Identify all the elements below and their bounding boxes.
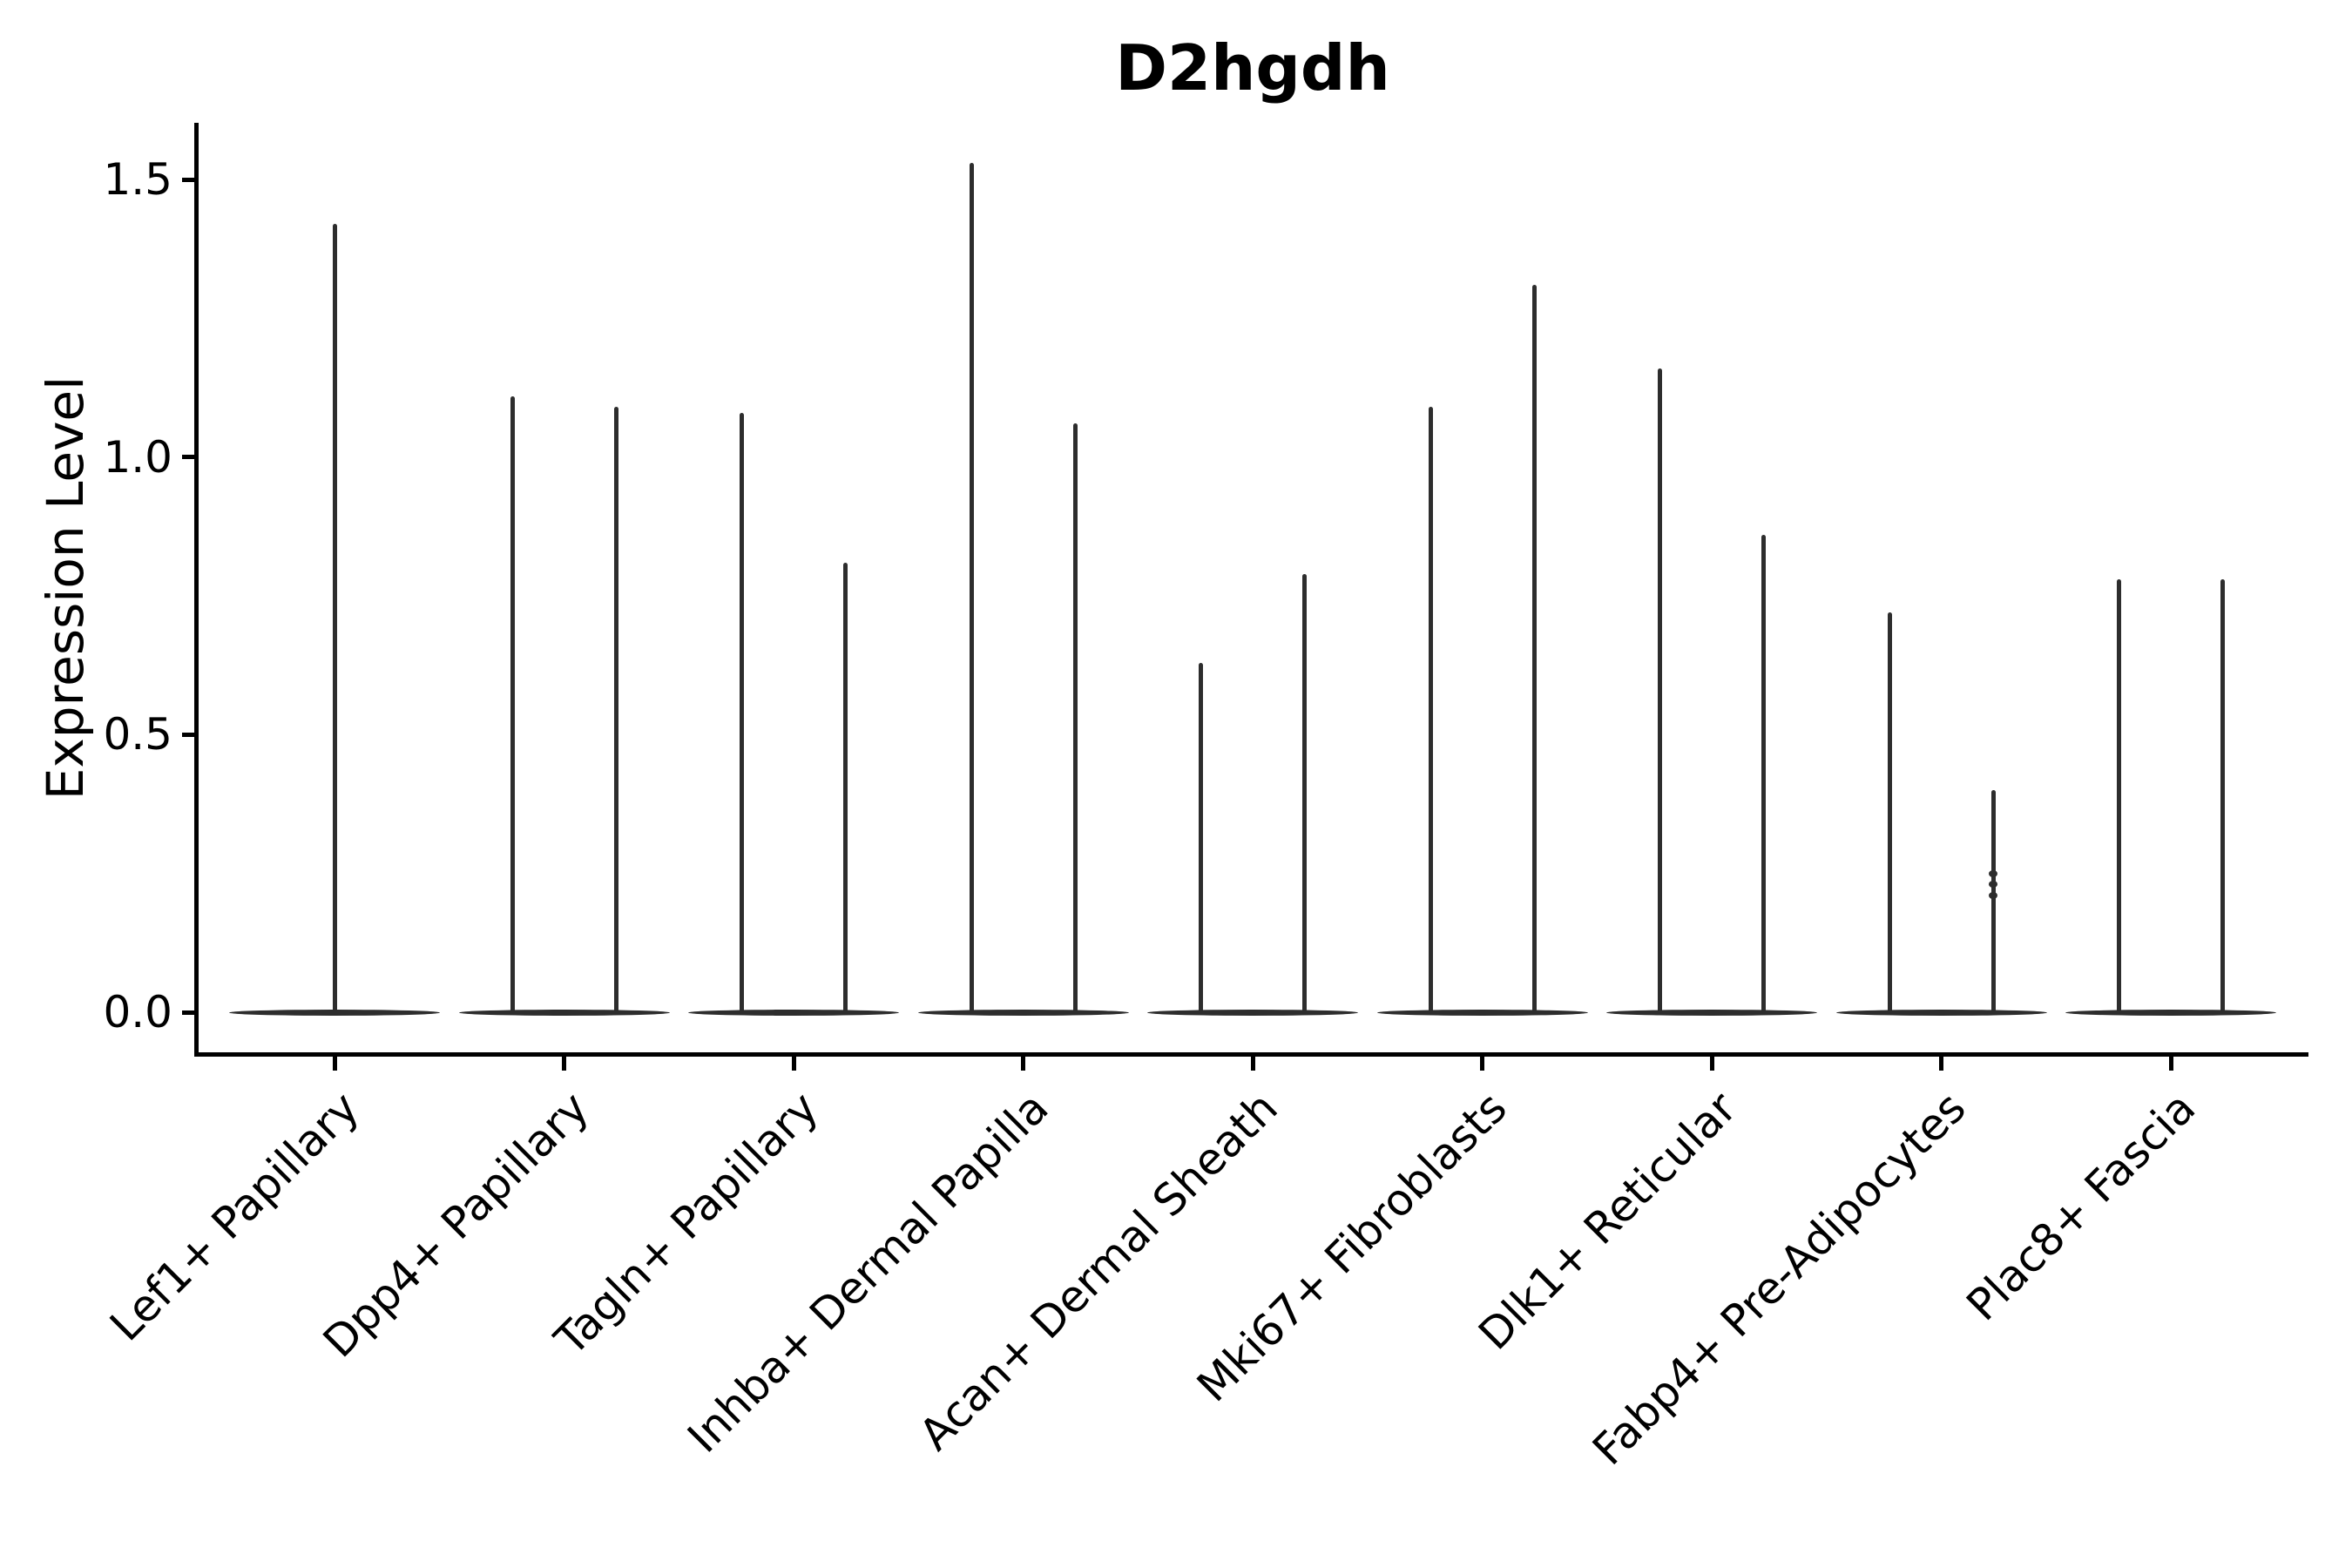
- y-tick-label: 0.0: [103, 987, 172, 1037]
- expression-dot: [1989, 881, 1997, 889]
- y-tick-mark: [182, 177, 197, 182]
- violin-spike: [969, 162, 974, 1012]
- violin-spike: [332, 224, 337, 1012]
- violin-spike: [1990, 790, 1996, 1012]
- y-tick-mark: [182, 1010, 197, 1015]
- violin-baseline: [2065, 1009, 2276, 1016]
- violin-baseline: [917, 1009, 1129, 1016]
- violin-spike: [1887, 612, 1892, 1012]
- x-tick-mark: [1480, 1054, 1484, 1071]
- violin-spike: [1658, 368, 1662, 1012]
- x-tick-mark: [1250, 1054, 1255, 1071]
- violin-spike: [613, 407, 618, 1012]
- expression-dot: [1989, 869, 1997, 877]
- violin-baseline: [1147, 1009, 1358, 1016]
- violin-baseline: [1376, 1009, 1588, 1016]
- plot-title: D2hgdh: [1115, 31, 1390, 105]
- violin-spike: [1428, 407, 1433, 1012]
- expression-dot: [1989, 892, 1997, 900]
- violin-baseline: [458, 1009, 670, 1016]
- violin-spike: [2220, 578, 2225, 1012]
- violin-spike: [510, 395, 515, 1012]
- violin-spike: [1761, 534, 1766, 1012]
- violin-baseline: [1606, 1009, 1817, 1016]
- violin-spike: [1072, 423, 1078, 1012]
- x-tick-mark: [562, 1054, 566, 1071]
- x-tick-mark: [1021, 1054, 1025, 1071]
- violin-spike: [740, 412, 744, 1012]
- x-tick-mark: [1939, 1054, 1943, 1071]
- y-axis-line: [194, 123, 199, 1057]
- violin-baseline: [229, 1009, 440, 1016]
- y-tick-mark: [182, 455, 197, 460]
- x-tick-mark: [2168, 1054, 2173, 1071]
- x-tick-mark: [332, 1054, 337, 1071]
- violin-spike: [2117, 578, 2121, 1012]
- violin-spike: [1302, 573, 1307, 1012]
- x-tick-mark: [791, 1054, 796, 1071]
- x-tick-label: Lef1+ Papillary: [100, 1082, 369, 1351]
- violin-spike: [843, 562, 848, 1012]
- y-tick-label: 0.5: [103, 709, 172, 760]
- violin-spike: [1199, 662, 1203, 1012]
- violin-spike: [1531, 285, 1537, 1012]
- y-tick-mark: [182, 732, 197, 737]
- y-tick-label: 1.5: [103, 154, 172, 206]
- violin-baseline: [1835, 1009, 2047, 1016]
- y-tick-label: 1.0: [103, 431, 172, 483]
- x-tick-label: Fabp4+ Pre-Adipocytes: [1583, 1082, 1977, 1476]
- x-tick-label: Plac8+ Fascia: [1957, 1082, 2206, 1331]
- x-tick-mark: [1709, 1054, 1714, 1071]
- violin-baseline: [688, 1009, 899, 1016]
